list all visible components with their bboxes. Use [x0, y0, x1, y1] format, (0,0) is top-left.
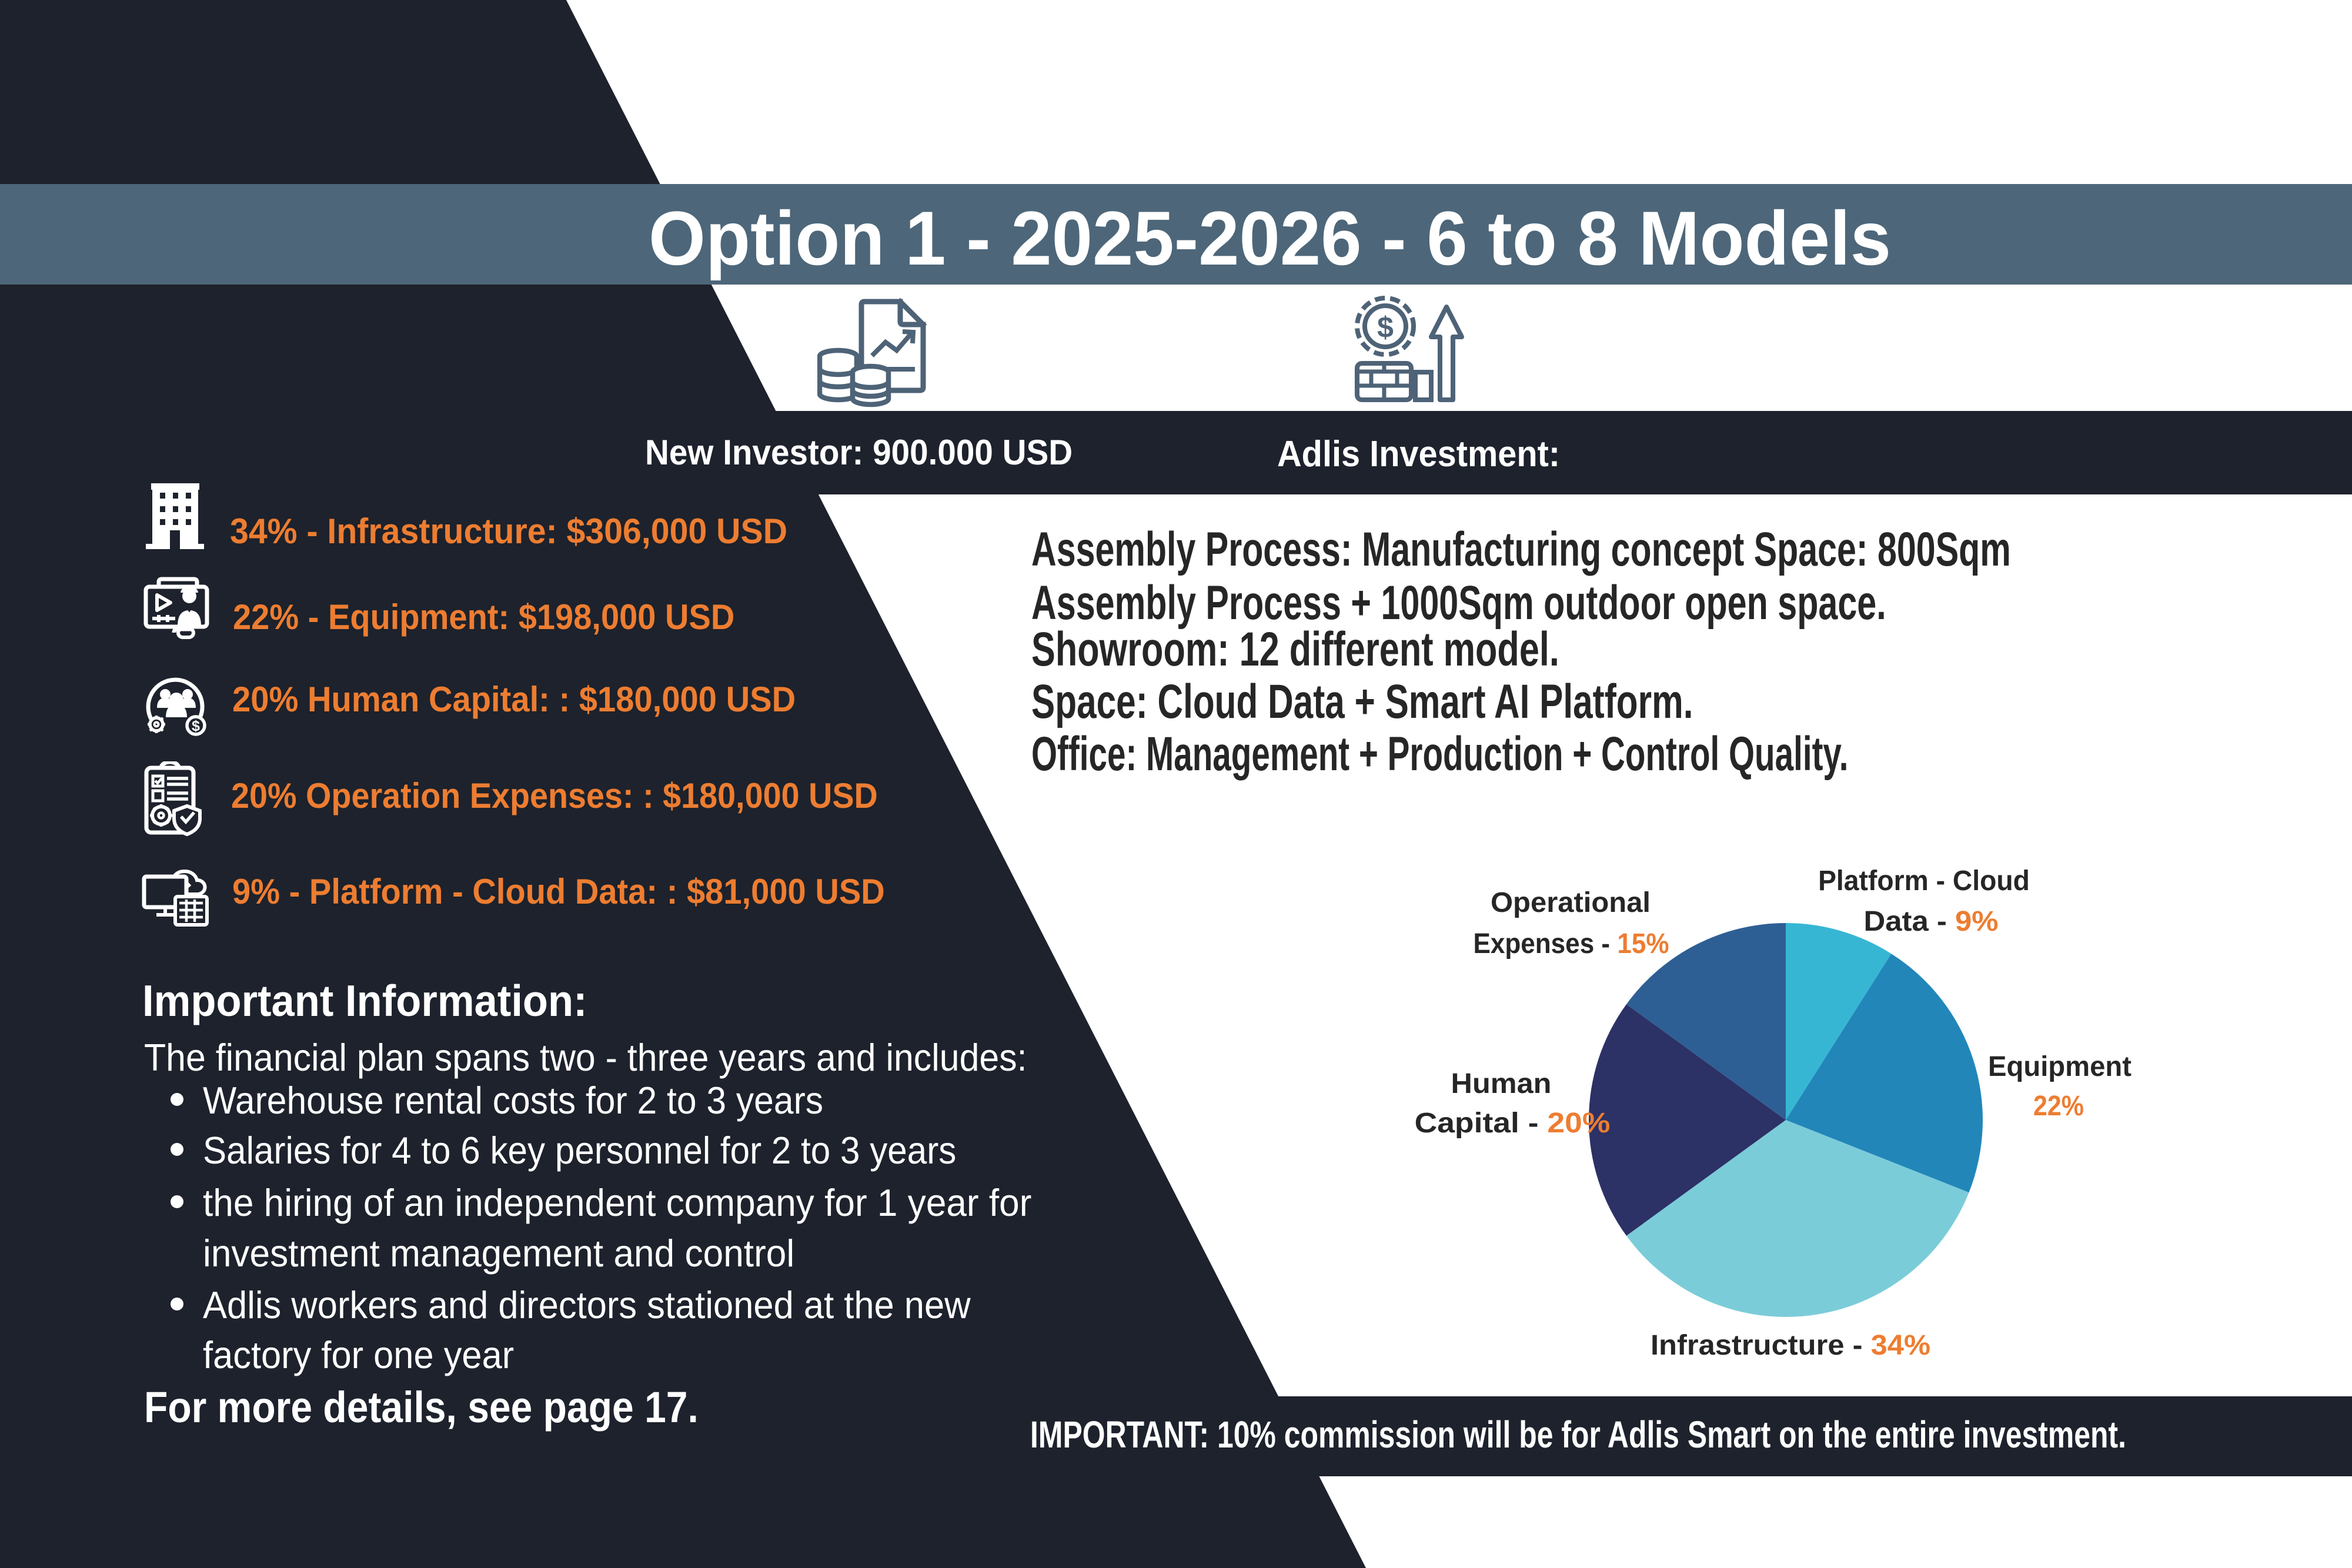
- svg-text:$: $: [192, 718, 200, 734]
- svg-text:$: $: [1377, 311, 1394, 344]
